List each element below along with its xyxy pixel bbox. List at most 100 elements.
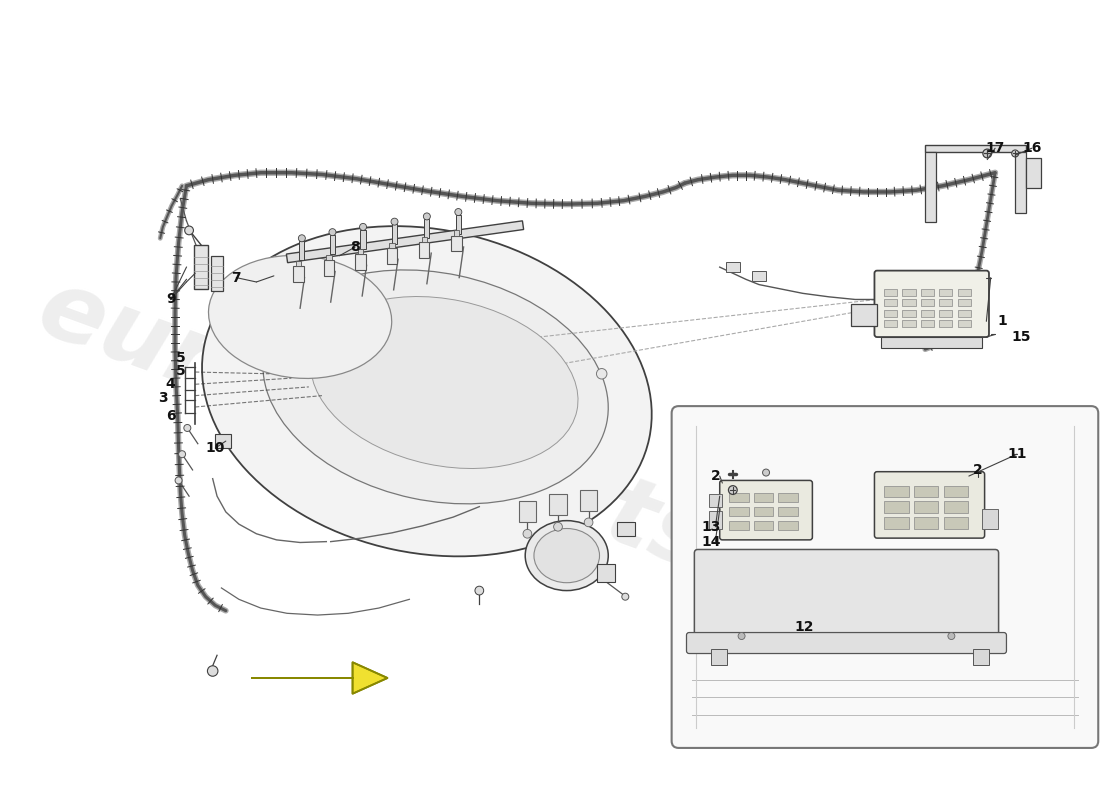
Text: 16: 16 [1022,142,1042,155]
Circle shape [948,633,955,639]
Circle shape [329,229,336,236]
Circle shape [1012,150,1019,157]
Bar [957,310,970,317]
Bar [939,310,953,317]
Ellipse shape [202,226,651,556]
Bar [884,289,898,296]
Bar [914,502,938,513]
Circle shape [738,633,745,639]
Bar [519,502,536,522]
Text: 1: 1 [998,314,1006,328]
Bar [779,493,798,502]
Circle shape [728,486,737,494]
Bar [939,299,953,306]
FancyBboxPatch shape [719,481,813,540]
Ellipse shape [209,255,392,378]
Bar [914,486,938,497]
Text: 2: 2 [972,463,982,477]
Bar [710,511,723,529]
Text: 5: 5 [176,364,185,378]
Bar [754,521,773,530]
Bar [925,152,936,222]
Text: 4: 4 [166,378,176,391]
Bar [617,522,635,536]
FancyBboxPatch shape [874,270,989,337]
Bar [939,289,953,296]
Bar [386,248,397,264]
Circle shape [390,218,398,225]
Bar [327,255,331,260]
Circle shape [424,213,430,220]
Bar [754,493,773,502]
FancyBboxPatch shape [694,550,999,635]
Bar [597,564,615,582]
Bar [944,486,968,497]
Bar [425,219,429,238]
Circle shape [360,223,366,230]
Bar [944,502,968,513]
Bar [216,434,231,448]
Bar [293,266,304,282]
Bar [939,321,953,327]
Bar [914,517,938,529]
Ellipse shape [310,297,578,469]
Circle shape [208,666,218,676]
Bar [710,494,723,506]
Text: 13: 13 [702,520,721,534]
Bar [752,270,766,281]
Circle shape [596,369,607,379]
Bar [851,304,877,326]
Bar [957,321,970,327]
Bar [361,230,365,249]
Bar [1025,158,1042,189]
Bar [211,256,223,290]
Bar [754,506,773,516]
Bar [195,246,208,289]
Bar [296,261,301,266]
Circle shape [298,234,306,242]
Bar [921,321,934,327]
Bar [921,289,934,296]
Bar [729,521,749,530]
Bar [921,299,934,306]
Bar [902,289,915,296]
FancyBboxPatch shape [686,633,1006,654]
Text: a passion for parts since 1978: a passion for parts since 1978 [250,314,534,433]
Bar [982,510,998,529]
Ellipse shape [263,270,608,504]
Bar [729,493,749,502]
Circle shape [621,593,629,600]
Bar [1015,152,1025,213]
Polygon shape [286,221,524,262]
FancyBboxPatch shape [874,472,984,538]
Bar [389,242,395,248]
Bar [549,494,566,515]
Circle shape [185,226,194,234]
Bar [957,289,970,296]
Circle shape [983,149,991,158]
Text: 2: 2 [711,469,720,483]
Circle shape [454,209,462,215]
Bar [779,506,798,516]
Bar [884,310,898,317]
Bar [726,262,740,272]
Circle shape [178,450,186,458]
Text: 6: 6 [166,409,176,422]
Polygon shape [252,662,387,694]
Text: eurocarparts: eurocarparts [25,262,724,591]
Bar [884,502,909,513]
Bar [330,234,336,254]
Circle shape [584,518,593,526]
Bar [779,521,798,530]
Bar [451,236,462,251]
Bar [392,224,397,243]
Ellipse shape [525,521,608,590]
Bar [902,299,915,306]
Bar [355,254,365,270]
Bar [902,310,915,317]
Text: 5: 5 [176,351,185,365]
Text: 14: 14 [701,534,721,549]
Bar [881,337,982,347]
Circle shape [184,425,190,431]
Bar [884,517,909,529]
